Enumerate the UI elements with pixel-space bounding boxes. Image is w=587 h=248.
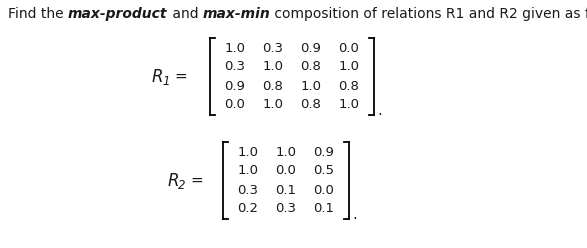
Text: Find the: Find the [8,7,68,21]
Text: =: = [190,173,203,188]
Text: 0.8: 0.8 [339,80,359,93]
Text: 0.8: 0.8 [301,98,322,112]
Text: 1.0: 1.0 [224,41,245,55]
Text: 0.3: 0.3 [275,203,296,216]
Text: 0.3: 0.3 [238,184,258,196]
Text: 1.0: 1.0 [238,146,258,158]
Text: 1.0: 1.0 [301,80,322,93]
Text: 1.0: 1.0 [275,146,296,158]
Text: 0.8: 0.8 [262,80,284,93]
Text: R: R [152,67,164,86]
Text: 0.0: 0.0 [339,41,359,55]
Text: .: . [352,207,357,222]
Text: 0.9: 0.9 [313,146,335,158]
Text: 0.0: 0.0 [275,164,296,178]
Text: 0.2: 0.2 [238,203,258,216]
Text: max-min: max-min [203,7,270,21]
Text: max-product: max-product [68,7,167,21]
Text: 0.9: 0.9 [225,80,245,93]
Text: 0.8: 0.8 [301,61,322,73]
Text: 1.0: 1.0 [339,61,359,73]
Text: 1.0: 1.0 [339,98,359,112]
Text: 0.3: 0.3 [224,61,245,73]
Text: =: = [174,69,187,84]
Text: and: and [167,7,203,21]
Text: .: . [377,103,382,118]
Text: 0.9: 0.9 [301,41,322,55]
Text: 0.1: 0.1 [313,203,335,216]
Text: 0.1: 0.1 [275,184,296,196]
Text: 1.0: 1.0 [262,61,284,73]
Text: 1: 1 [162,75,170,88]
Text: 1.0: 1.0 [262,98,284,112]
Text: 1.0: 1.0 [238,164,258,178]
Text: 0.3: 0.3 [262,41,284,55]
Text: 0.5: 0.5 [313,164,335,178]
Text: composition of relations R1 and R2 given as follows:: composition of relations R1 and R2 given… [270,7,587,21]
Text: 0.0: 0.0 [313,184,335,196]
Text: 0.0: 0.0 [225,98,245,112]
Text: 2: 2 [178,179,185,192]
Text: R: R [168,172,180,189]
